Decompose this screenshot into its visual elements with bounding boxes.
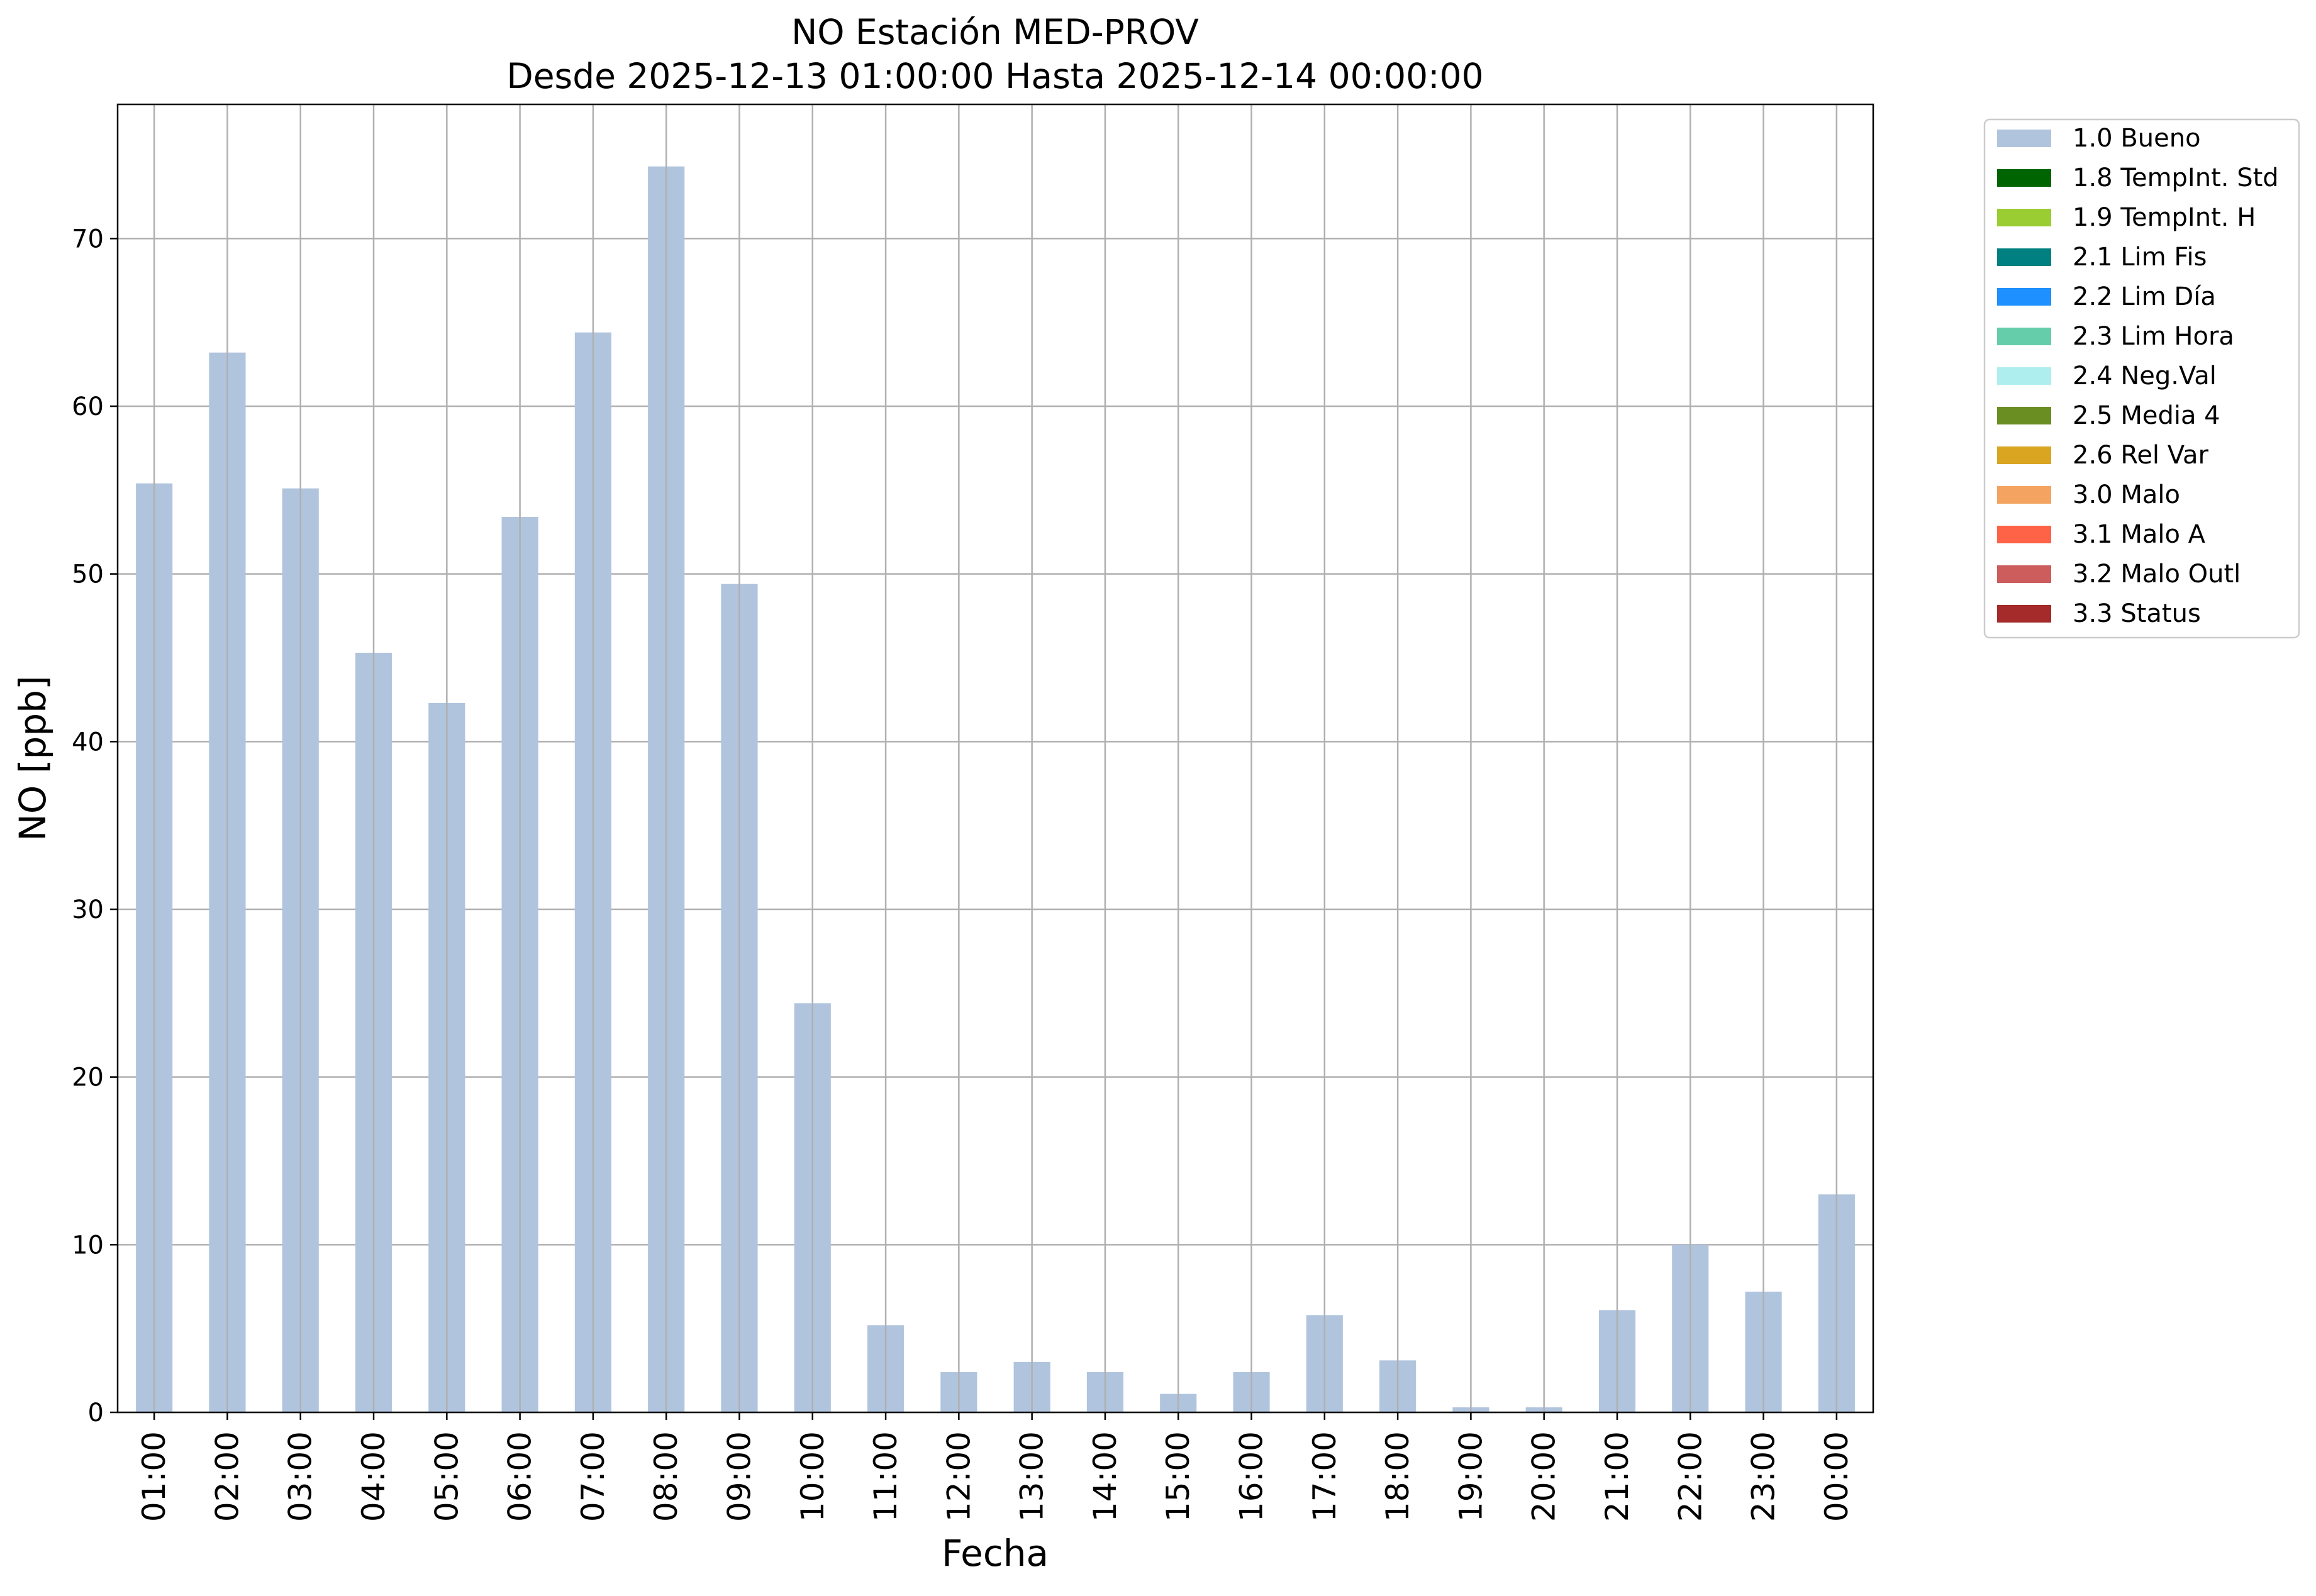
x-tick-label: 23:00 [1745,1431,1782,1522]
y-tick-label: 10 [72,1231,104,1260]
y-tick-label: 50 [72,560,104,589]
x-tick-label: 19:00 [1452,1431,1489,1522]
plot-frame [116,103,1874,1414]
legend-label: 3.3 Status [2073,599,2201,628]
vertical-grid-lines [153,104,1838,1412]
legend-label: 2.3 Lim Hora [2073,322,2234,351]
legend-label: 2.5 Media 4 [2073,401,2220,430]
legend-label: 1.8 TempInt. Std [2073,163,2279,192]
legend-swatch [1997,130,2051,147]
x-tick-label: 20:00 [1526,1431,1562,1522]
x-tick-label: 13:00 [1014,1431,1050,1522]
legend-label: 2.2 Lim Día [2073,282,2216,311]
legend-swatch [1997,565,2051,583]
x-tick-label: 16:00 [1233,1431,1270,1522]
y-tick-label: 30 [72,895,104,924]
legend: 1.0 Bueno 1.8 TempInt. Std 1.9 TempInt. H 2… [1983,118,2300,639]
x-tick-label: 02:00 [209,1431,245,1522]
legend-swatch [1997,328,2051,345]
y-axis-ticks: 0 10 20 30 40 50 60 70 [72,224,118,1427]
legend-swatch [1997,209,2051,226]
x-tick-label: 04:00 [355,1431,392,1522]
x-axis-ticks: 01:00 02:00 03:00 04:00 05:00 06:00 07:00 08:00… [136,1412,1855,1522]
y-axis-label: NO [ppb] [11,675,54,841]
x-tick-label: 12:00 [940,1431,977,1522]
legend-label: 3.1 Malo A [2073,520,2206,549]
x-tick-label: 01:00 [136,1431,172,1522]
chart-title: NO Estación MED-PROV [791,12,1199,52]
x-tick-label: 17:00 [1306,1431,1343,1522]
legend-label: 1.9 TempInt. H [2073,203,2256,232]
y-tick-label: 20 [72,1063,104,1092]
legend-label: 2.6 Rel Var [2073,441,2209,470]
legend-label: 3.0 Malo [2073,480,2180,509]
legend-swatch [1997,169,2051,187]
chart-subtitle: Desde 2025-12-13 01:00:00 Hasta 2025-12-… [506,56,1483,96]
legend-swatch [1997,367,2051,385]
legend-label: 1.0 Bueno [2073,124,2201,153]
y-tick-label: 40 [72,728,104,756]
legend-label: 2.4 Neg.Val [2073,362,2217,391]
legend-label: 3.2 Malo Outl [2073,560,2241,589]
x-tick-label: 06:00 [502,1431,538,1522]
y-tick-label: 0 [88,1399,104,1427]
legend-swatch [1997,288,2051,306]
legend-swatch [1997,605,2051,623]
x-tick-label: 22:00 [1672,1431,1708,1522]
x-tick-label: 14:00 [1087,1431,1123,1522]
x-tick-label: 00:00 [1818,1431,1855,1522]
x-tick-label: 15:00 [1160,1431,1196,1522]
x-tick-label: 21:00 [1599,1431,1635,1522]
x-tick-label: 07:00 [575,1431,611,1522]
legend-swatch [1997,446,2051,464]
y-tick-label: 70 [72,224,104,253]
legend-swatch [1997,486,2051,504]
x-tick-label: 03:00 [282,1431,319,1522]
legend-swatch [1997,526,2051,543]
x-tick-label: 08:00 [648,1431,684,1522]
legend-label: 2.1 Lim Fis [2073,243,2207,272]
y-tick-label: 60 [72,392,104,421]
legend-swatch [1997,248,2051,266]
x-tick-label: 05:00 [428,1431,465,1522]
legend-swatch [1997,407,2051,424]
legend-frame [1983,118,2300,639]
x-tick-label: 11:00 [867,1431,904,1522]
x-tick-label: 09:00 [721,1431,757,1522]
x-tick-label: 10:00 [794,1431,831,1522]
x-axis-label: Fecha [942,1532,1049,1575]
x-tick-label: 18:00 [1379,1431,1416,1522]
